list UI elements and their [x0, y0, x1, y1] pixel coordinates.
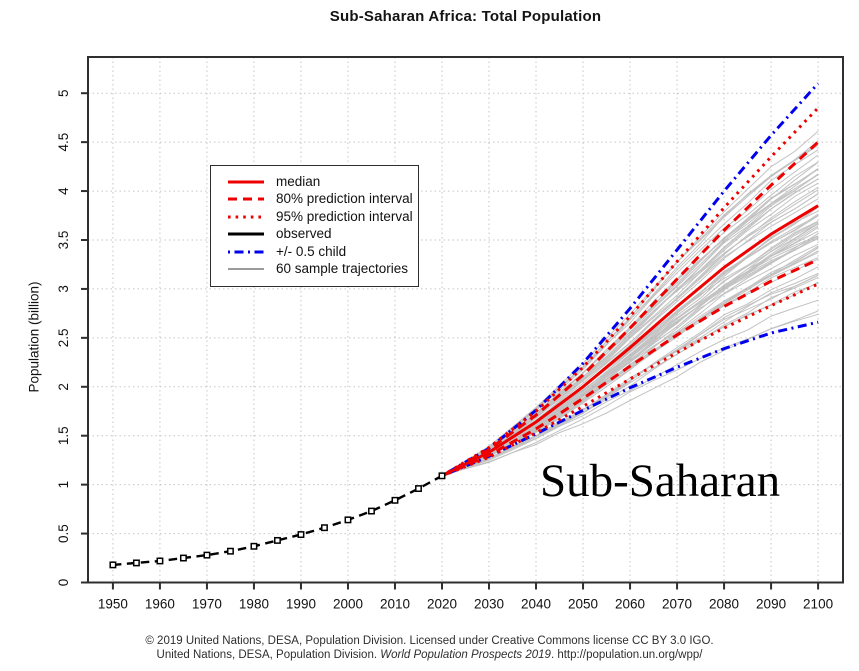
sample-trajectory — [441, 274, 819, 477]
series-half_child_lower — [441, 320, 819, 478]
observed-marker — [344, 516, 352, 524]
x-tick-label: 1990 — [286, 597, 316, 612]
x-tick-label: 2010 — [380, 597, 410, 612]
observed-marker — [391, 496, 399, 504]
x-tick-label: 2060 — [615, 597, 645, 612]
legend-item: observed — [227, 226, 418, 244]
plot-box — [87, 56, 844, 584]
observed-marker — [438, 472, 446, 480]
observed-marker — [250, 542, 258, 550]
legend-item: median — [227, 173, 418, 191]
observed-marker — [274, 536, 281, 544]
legend-item-label: +/- 0.5 child — [276, 243, 347, 259]
observed-marker — [179, 554, 187, 562]
y-tick-label: 0 — [56, 579, 71, 587]
observed-marker — [109, 561, 117, 569]
attribution-line2-italic: World Population Prospects 2019 — [380, 649, 551, 661]
x-tick-label: 2040 — [521, 597, 551, 612]
sample-trajectory — [441, 182, 819, 477]
gridlines — [88, 57, 843, 583]
x-tick-label: 1950 — [98, 597, 128, 612]
x-tick-label: 2090 — [756, 597, 786, 612]
x-tick-label: 1960 — [145, 597, 175, 612]
legend-item-label: 60 sample trajectories — [276, 261, 409, 277]
attribution-line1: © 2019 United Nations, DESA, Population … — [145, 635, 714, 647]
y-tick-label: 5 — [56, 89, 71, 97]
y-tick-label: 4.5 — [56, 133, 71, 152]
sample-trajectory — [441, 310, 819, 477]
sample-trajectory — [441, 140, 819, 477]
x-tick-label: 2030 — [474, 597, 504, 612]
legend-line-sample — [228, 180, 264, 184]
x-tick-label: 2050 — [568, 597, 598, 612]
sample-trajectory — [441, 299, 819, 477]
observed-marker — [297, 531, 305, 538]
legend-item: 95% prediction interval — [227, 208, 418, 226]
observed-marker — [203, 551, 211, 559]
legend-item-label: median — [276, 173, 321, 189]
series-median — [441, 204, 819, 478]
legend: median 80% prediction interval 95% predict… — [210, 165, 419, 287]
legend-line-sample — [228, 215, 264, 219]
x-tick-label: 1970 — [192, 597, 222, 612]
legend-item: 60 sample trajectories — [227, 261, 418, 279]
sample-trajectory — [441, 237, 819, 477]
observed-marker — [415, 485, 422, 493]
x-tick-label: 2100 — [803, 597, 833, 612]
legend-item: 80% prediction interval — [227, 191, 418, 209]
y-tick-label: 2.5 — [56, 329, 71, 348]
x-tick-label: 2080 — [709, 597, 739, 612]
x-tick-label: 2070 — [662, 597, 692, 612]
y-tick-label: 1 — [56, 481, 71, 489]
series-pi80_lower — [441, 258, 819, 478]
observed-marker — [132, 559, 140, 567]
series-half_child_upper — [441, 82, 820, 478]
chart-title: Sub-Saharan Africa: Total Population — [329, 8, 602, 25]
legend-item-label: 95% prediction interval — [276, 208, 413, 224]
sample-trajectory — [441, 178, 819, 477]
attribution: © 2019 United Nations, DESA, Population … — [0, 634, 859, 662]
region-annotation-label: Sub-Saharan — [540, 455, 781, 507]
legend-item-label: observed — [276, 226, 332, 242]
observed-marker — [368, 507, 375, 515]
y-tick-label: 3 — [56, 285, 71, 293]
legend-line-sample — [228, 232, 264, 236]
sample-trajectory — [441, 189, 819, 477]
sample-trajectories — [441, 130, 819, 477]
y-tick-label: 3.5 — [56, 231, 71, 250]
x-tick-label: 1980 — [239, 597, 269, 612]
observed-marker — [226, 547, 234, 555]
observed-marker — [156, 557, 164, 565]
y-axis: 0 0.5 1 1.5 2 2.5 3 3.5 4 4.5 5 — [56, 89, 88, 586]
legend-item: +/- 0.5 child — [227, 243, 418, 261]
legend-line-sample — [228, 268, 264, 271]
attribution-line2-post: . http://population.un.org/wpp/ — [550, 649, 703, 661]
y-tick-label: 0.5 — [56, 524, 71, 543]
observed-markers — [109, 472, 446, 569]
legend-item-label: 80% prediction interval — [276, 191, 413, 207]
x-tick-label: 2000 — [333, 597, 363, 612]
legend-line-sample — [228, 197, 264, 201]
y-tick-label: 4 — [56, 187, 71, 195]
x-tick-label: 2020 — [427, 597, 457, 612]
legend-line-sample — [228, 250, 264, 254]
y-tick-label: 2 — [56, 383, 71, 391]
series-observed — [112, 474, 443, 567]
y-tick-label: 1.5 — [56, 426, 71, 445]
attribution-line2: United Nations, DESA, Population Divisio… — [0, 648, 859, 662]
attribution-line2-pre: United Nations, DESA, Population Divisio… — [156, 649, 381, 661]
x-axis: 1950 1960 1970 1980 1990 2000 2010 2020 2030 2040… — [98, 582, 833, 612]
series-pi80_upper — [441, 140, 820, 478]
observed-marker — [321, 524, 328, 532]
